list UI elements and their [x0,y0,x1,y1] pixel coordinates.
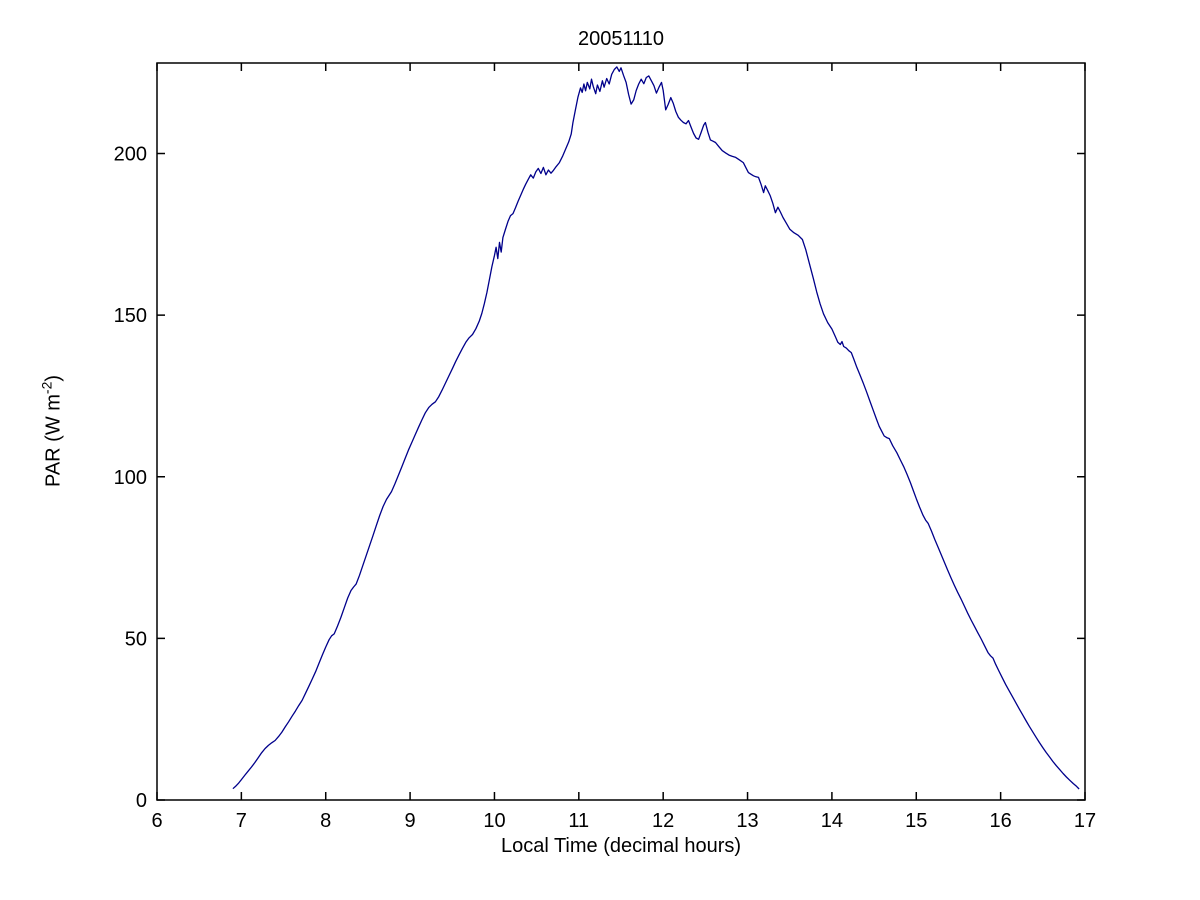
y-axis-label-suffix: ) [42,374,65,382]
x-tick-label: 9 [405,810,416,832]
y-tick-label: 50 [125,628,147,650]
x-tick-label: 11 [568,810,589,832]
x-tick-label: 8 [320,810,331,832]
y-tick-label: 200 [114,144,147,166]
x-tick-label: 7 [236,810,247,832]
x-tick-label: 12 [652,810,674,832]
x-tick-label: 17 [1074,810,1096,832]
y-axis-label: PAR (W m-2) [39,375,66,487]
x-axis-label: Local Time (decimal hours) [500,835,742,857]
y-axis-label-exponent: -2 [38,381,55,395]
y-axis-label-prefix: PAR (W m [42,394,65,488]
x-tick-label: 14 [821,810,843,832]
x-tick-label: 15 [905,810,927,832]
y-tick-label: 100 [114,467,147,489]
x-tick-label: 16 [990,810,1012,832]
x-tick-label: 13 [736,810,758,832]
x-tick-label: 6 [151,810,162,832]
plot-frame [156,62,1086,801]
x-tick-label: 10 [483,810,505,832]
y-tick-label: 150 [114,305,147,327]
plot-title: 20051110 [577,28,664,50]
y-tick-label: 0 [136,790,147,812]
par-curve [232,66,1080,790]
